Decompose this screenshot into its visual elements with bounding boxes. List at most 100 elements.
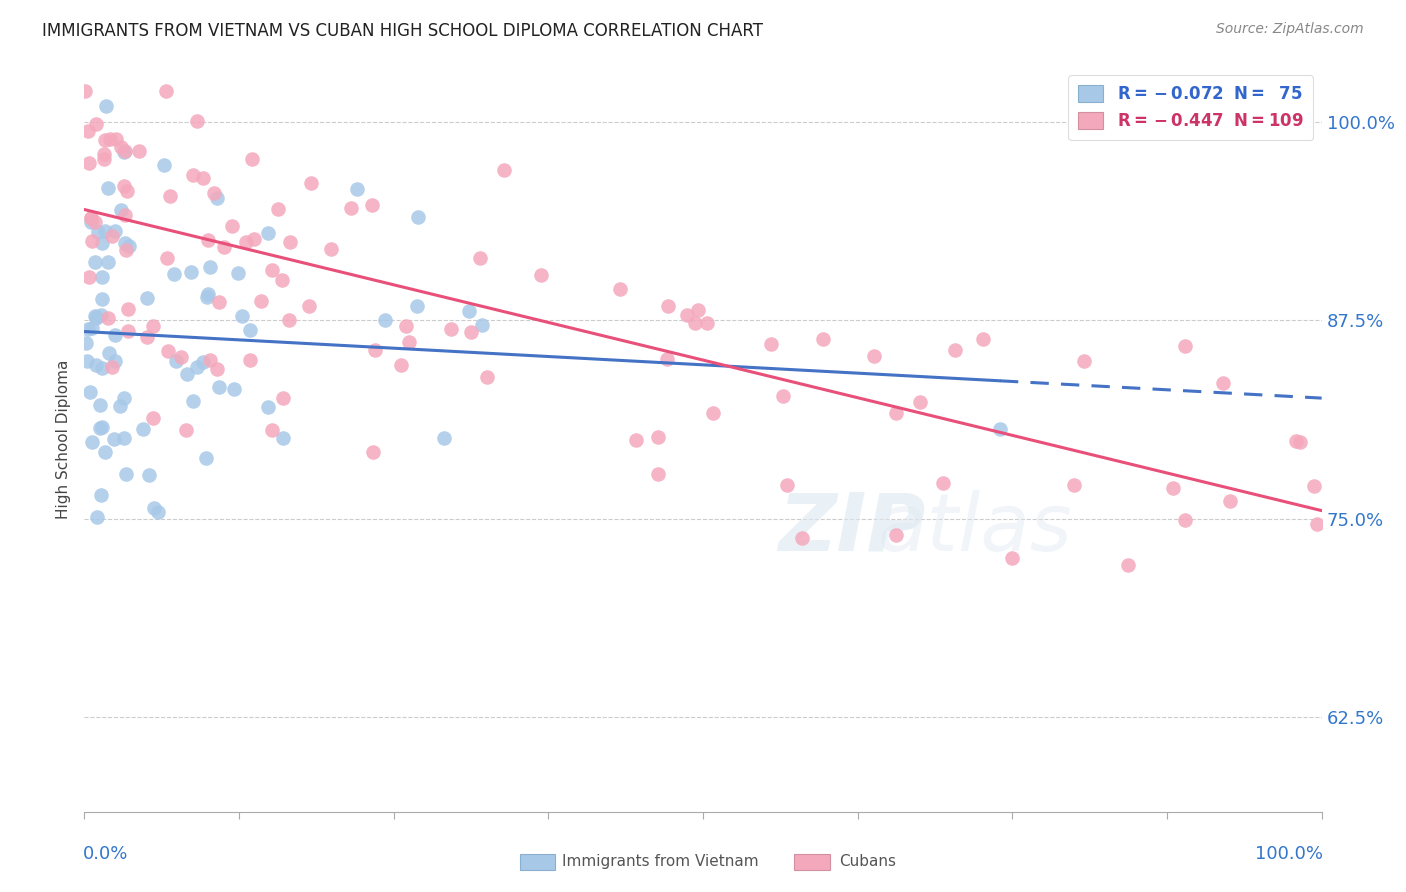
Point — [80, 211, 103, 226]
Point — [112, 391, 135, 405]
Point — [683, 316, 706, 330]
Point — [207, 361, 229, 376]
Point — [100, 229, 122, 244]
Point — [256, 226, 278, 240]
Point — [250, 293, 273, 308]
Point — [84, 358, 107, 372]
Text: atlas: atlas — [877, 490, 1073, 567]
Point — [114, 209, 136, 223]
Point — [239, 353, 262, 368]
Point — [84, 310, 107, 324]
Point — [155, 84, 177, 98]
Point — [117, 324, 139, 338]
Point — [195, 290, 218, 304]
Point — [110, 202, 132, 217]
Point — [759, 336, 782, 351]
Point — [1285, 434, 1308, 449]
Point — [138, 467, 160, 482]
Point — [221, 219, 243, 234]
Point — [460, 325, 482, 339]
Point — [1001, 551, 1024, 566]
Point — [90, 293, 112, 307]
Point — [195, 450, 218, 465]
Point — [477, 369, 499, 384]
Point — [1063, 477, 1085, 491]
Point — [647, 430, 669, 444]
Point — [257, 401, 280, 415]
Point — [112, 178, 135, 193]
Point — [112, 431, 135, 445]
Point — [1302, 479, 1324, 493]
Point — [104, 223, 127, 237]
Point — [93, 153, 115, 167]
Text: Source: ZipAtlas.com: Source: ZipAtlas.com — [1216, 22, 1364, 37]
Point — [198, 260, 221, 275]
Point — [89, 421, 111, 435]
Point — [609, 282, 631, 296]
Point — [153, 158, 176, 172]
Point — [75, 335, 97, 350]
Point — [932, 475, 955, 490]
Legend: $\mathbf{R = -0.072}$  $\mathbf{N =\ \ 75}$, $\mathbf{R = -0.447}$  $\mathbf{N =: $\mathbf{R = -0.072}$ $\mathbf{N =\ \ 75… — [1069, 75, 1313, 140]
Point — [363, 343, 385, 358]
Point — [688, 303, 710, 318]
Point — [1174, 513, 1197, 527]
Point — [165, 353, 187, 368]
Point — [115, 184, 138, 198]
Point — [202, 186, 225, 200]
Point — [530, 268, 553, 282]
Point — [104, 328, 127, 343]
Point — [1161, 481, 1184, 495]
Point — [84, 310, 107, 324]
Point — [884, 406, 907, 420]
Point — [945, 343, 967, 358]
Point — [156, 344, 179, 359]
Point — [97, 255, 120, 269]
Point — [94, 99, 117, 113]
Point — [114, 236, 136, 251]
Point — [114, 244, 136, 258]
Point — [624, 433, 647, 447]
Point — [299, 176, 322, 190]
Point — [271, 391, 294, 405]
Text: 0.0%: 0.0% — [83, 846, 128, 863]
Point — [298, 299, 321, 313]
Point — [1174, 339, 1197, 353]
Point — [79, 215, 101, 229]
Point — [83, 254, 105, 268]
Point — [104, 132, 127, 146]
Point — [1073, 354, 1095, 368]
Point — [197, 233, 219, 247]
Point — [197, 287, 219, 301]
Point — [405, 299, 427, 313]
Point — [79, 384, 101, 399]
Point — [132, 422, 155, 436]
Point — [186, 359, 208, 374]
Point — [174, 423, 197, 437]
Point — [361, 198, 384, 212]
Point — [170, 350, 193, 364]
Point — [142, 500, 165, 515]
Point — [142, 410, 165, 425]
Point — [186, 114, 208, 128]
Point — [97, 310, 120, 325]
Point — [77, 156, 100, 170]
Point — [91, 360, 114, 375]
Point — [90, 420, 112, 434]
Point — [389, 358, 412, 372]
Point — [77, 322, 100, 336]
Point — [243, 231, 266, 245]
Point — [346, 182, 368, 196]
Point — [76, 354, 98, 368]
Point — [239, 323, 262, 337]
Point — [77, 124, 100, 138]
Point — [260, 262, 283, 277]
Point — [94, 444, 117, 458]
Point — [468, 251, 491, 265]
Point — [1219, 493, 1241, 508]
Point — [146, 505, 169, 519]
Point — [181, 394, 204, 409]
Point — [112, 145, 135, 159]
Point — [886, 527, 908, 541]
Point — [811, 332, 834, 346]
